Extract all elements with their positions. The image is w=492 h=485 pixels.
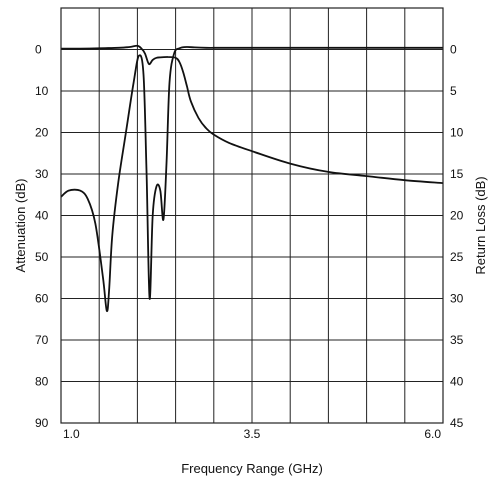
x-tick-label: 3.5: [244, 427, 261, 441]
y-tick-label-right: 45: [450, 416, 464, 430]
y-tick-label-left: 50: [35, 250, 49, 264]
y-tick-label-right: 30: [450, 292, 464, 306]
y-axis-label-right: Return Loss (dB): [473, 176, 488, 274]
y-tick-label-right: 0: [450, 43, 457, 57]
y-tick-label-right: 40: [450, 375, 464, 389]
x-tick-label: 6.0: [424, 427, 441, 441]
series-line-insertion: [60, 44, 444, 184]
y-tick-label-right: 35: [450, 333, 464, 347]
x-tick-label: 1.0: [63, 427, 80, 441]
y-tick-label-left: 70: [35, 333, 49, 347]
y-tick-label-right: 20: [450, 209, 464, 223]
y-tick-label-left: 10: [35, 84, 49, 98]
y-tick-label-left: 20: [35, 126, 49, 140]
y-axis-label-left: Attenuation (dB): [13, 179, 28, 273]
plot-frame: [60, 7, 444, 424]
grid: [60, 8, 444, 424]
series-line-return-loss: [60, 46, 443, 313]
y-tick-label-left: 30: [35, 167, 49, 181]
y-tick-label-left: 0: [35, 43, 42, 57]
y-tick-label-left: 40: [35, 209, 49, 223]
tick-labels: 0 10 20 30 40 50 60 70 80 90 0 5 10 15 20 25 30 35 40 45 1.0…: [35, 43, 464, 442]
y-tick-label-left: 90: [35, 416, 49, 430]
y-tick-label-right: 15: [450, 167, 464, 181]
y-tick-label-left: 80: [35, 375, 49, 389]
y-tick-label-left: 60: [35, 292, 49, 306]
series-lines: [60, 44, 444, 313]
y-tick-label-right: 10: [450, 126, 464, 140]
y-tick-label-right: 5: [450, 84, 457, 98]
y-tick-label-right: 25: [450, 250, 464, 264]
x-axis-label: Frequency Range (GHz): [181, 461, 323, 476]
